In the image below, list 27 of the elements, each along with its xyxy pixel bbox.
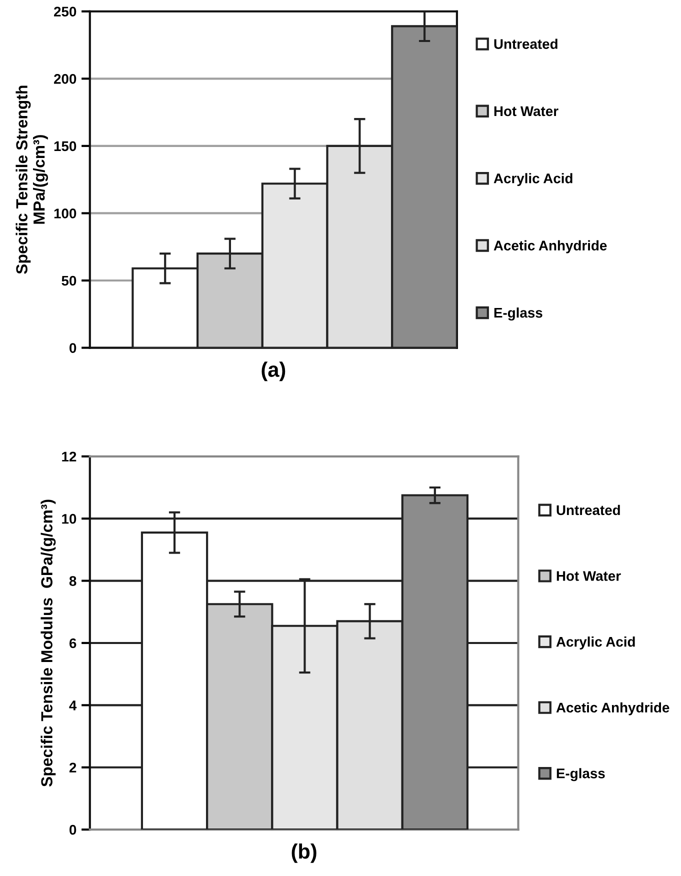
legend-label: E-glass [556, 768, 605, 782]
legend-label: Acetic Anhydride [556, 702, 670, 716]
y-tick-label: 150 [54, 141, 76, 152]
legend-label: Acrylic Acid [494, 173, 572, 186]
legend-label: Untreated [494, 38, 558, 49]
y-tick-label: 0 [70, 824, 76, 835]
y-tick-label: 2 [69, 762, 76, 772]
legend-label: E-glass [494, 307, 542, 320]
y-tick-label: 50 [62, 276, 76, 286]
y-tick-label: 12 [62, 452, 76, 462]
legend-label: Acetic Anhydride [494, 240, 607, 254]
legend-label: Acrylic Acid [556, 636, 635, 650]
y-tick-label: 6 [69, 638, 76, 648]
y-tick-label: 250 [54, 6, 76, 17]
y-tick-label: 100 [54, 208, 76, 218]
y-tick-label: 200 [54, 74, 76, 84]
y-tick-label: 4 [69, 700, 77, 710]
legend-label: Hot Water [556, 571, 621, 581]
y-axis-title: Specific Tensile Strength MPa/(g/cm³) [16, 86, 48, 274]
legend-label: Hot Water [494, 106, 558, 116]
y-tick-label: 10 [62, 514, 76, 524]
y-tick-label: 8 [69, 576, 76, 586]
legend-label: Untreated [556, 504, 620, 516]
y-tick-label: 0 [70, 343, 76, 353]
y-axis-title: Specific Tensile Modulus GPa/(g/cm³) [40, 500, 56, 787]
x-axis-title: (a) [262, 362, 286, 382]
x-axis-title: (b) [292, 843, 316, 863]
